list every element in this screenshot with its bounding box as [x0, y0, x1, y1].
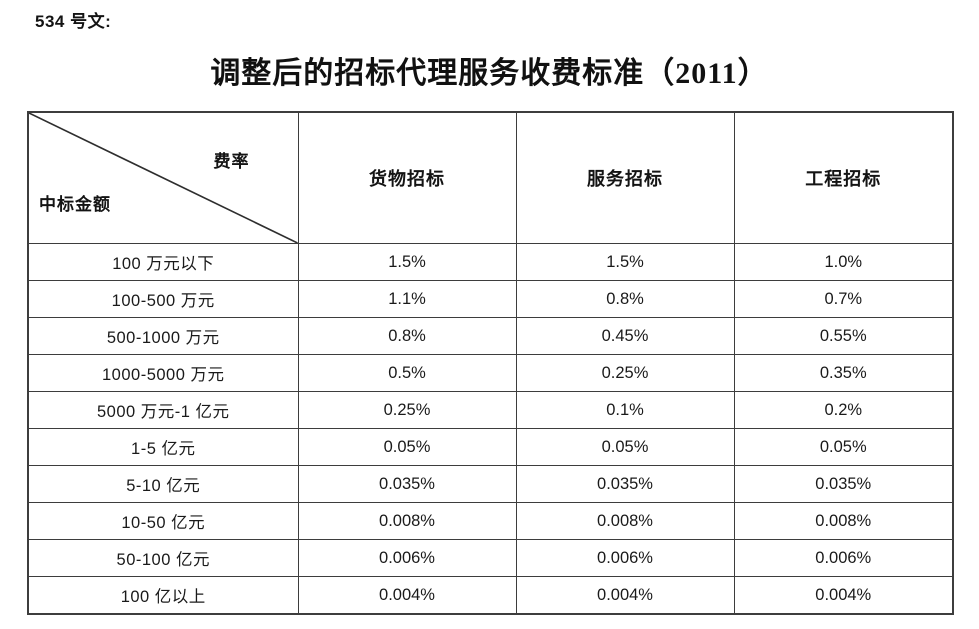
table-row: 5000 万元-1 亿元 0.25% 0.1% 0.2%: [27, 391, 954, 429]
table-row: 50-100 亿元 0.006% 0.006% 0.006%: [27, 539, 954, 577]
row-label-cell: 5-10 亿元: [27, 465, 299, 503]
rate-value-cell: 0.8%: [297, 317, 517, 355]
fee-table: 费率 中标金额 货物招标 服务招标 工程招标 100 万元以下 1.5% 1.5% 1.0…: [27, 111, 954, 615]
table-row: 100 亿以上 0.004% 0.004% 0.004%: [27, 576, 954, 615]
rate-value-cell: 0.035%: [515, 465, 735, 503]
rate-value-cell: 0.004%: [515, 576, 735, 615]
row-label-cell: 500-1000 万元: [27, 317, 299, 355]
table-row: 10-50 亿元 0.008% 0.008% 0.008%: [27, 502, 954, 540]
rate-value-cell: 0.035%: [297, 465, 517, 503]
rate-value-cell: 1.5%: [515, 243, 735, 281]
rate-value-cell: 0.008%: [297, 502, 517, 540]
rate-value-cell: 0.45%: [515, 317, 735, 355]
rate-value-cell: 0.035%: [733, 465, 954, 503]
column-header-1: 服务招标: [515, 111, 735, 244]
diagonal-divider-line: [29, 113, 298, 243]
rate-value-cell: 0.008%: [733, 502, 954, 540]
rate-value-cell: 0.8%: [515, 280, 735, 318]
rate-value-cell: 0.5%: [297, 354, 517, 392]
rate-value-cell: 0.35%: [733, 354, 954, 392]
column-header-2: 工程招标: [733, 111, 954, 244]
rate-value-cell: 0.05%: [297, 428, 517, 466]
table-row: 5-10 亿元 0.035% 0.035% 0.035%: [27, 465, 954, 503]
rate-value-cell: 0.004%: [733, 576, 954, 615]
row-label-cell: 5000 万元-1 亿元: [27, 391, 299, 429]
page-title: 调整后的招标代理服务收费标准（2011）: [210, 57, 769, 90]
table-row: 1-5 亿元 0.05% 0.05% 0.05%: [27, 428, 954, 466]
table-row: 500-1000 万元 0.8% 0.45% 0.55%: [27, 317, 954, 355]
rate-value-cell: 1.0%: [733, 243, 954, 281]
rate-value-cell: 0.55%: [733, 317, 954, 355]
row-label-cell: 1-5 亿元: [27, 428, 299, 466]
column-header-0: 货物招标: [297, 111, 517, 244]
rate-value-cell: 0.05%: [515, 428, 735, 466]
rate-value-cell: 0.006%: [297, 539, 517, 577]
rate-value-cell: 0.1%: [515, 391, 735, 429]
rate-value-cell: 0.008%: [515, 502, 735, 540]
corner-label-amount: 中标金额: [39, 195, 111, 214]
rate-value-cell: 0.006%: [515, 539, 735, 577]
row-label-cell: 10-50 亿元: [27, 502, 299, 540]
doc-number-label: 534 号文:: [35, 12, 112, 31]
rate-value-cell: 1.5%: [297, 243, 517, 281]
rate-value-cell: 0.2%: [733, 391, 954, 429]
rate-value-cell: 0.25%: [515, 354, 735, 392]
table-row: 1000-5000 万元 0.5% 0.25% 0.35%: [27, 354, 954, 392]
table-body: 100 万元以下 1.5% 1.5% 1.0% 100-500 万元 1.1% 0.8% 0.…: [27, 243, 954, 615]
row-label-cell: 50-100 亿元: [27, 539, 299, 577]
row-label-cell: 1000-5000 万元: [27, 354, 299, 392]
rate-value-cell: 0.25%: [297, 391, 517, 429]
rate-value-cell: 0.05%: [733, 428, 954, 466]
row-label-cell: 100-500 万元: [27, 280, 299, 318]
table-row: 100 万元以下 1.5% 1.5% 1.0%: [27, 243, 954, 281]
corner-label-rate: 费率: [213, 152, 250, 171]
row-label-cell: 100 万元以下: [27, 243, 299, 281]
rate-value-cell: 0.006%: [733, 539, 954, 577]
rate-value-cell: 0.7%: [733, 280, 954, 318]
header-row: 费率 中标金额 货物招标 服务招标 工程招标: [27, 111, 954, 244]
rate-value-cell: 1.1%: [297, 280, 517, 318]
rate-value-cell: 0.004%: [297, 576, 517, 615]
table-row: 100-500 万元 1.1% 0.8% 0.7%: [27, 280, 954, 318]
row-label-cell: 100 亿以上: [27, 576, 299, 615]
corner-header-cell: 费率 中标金额: [27, 111, 299, 244]
